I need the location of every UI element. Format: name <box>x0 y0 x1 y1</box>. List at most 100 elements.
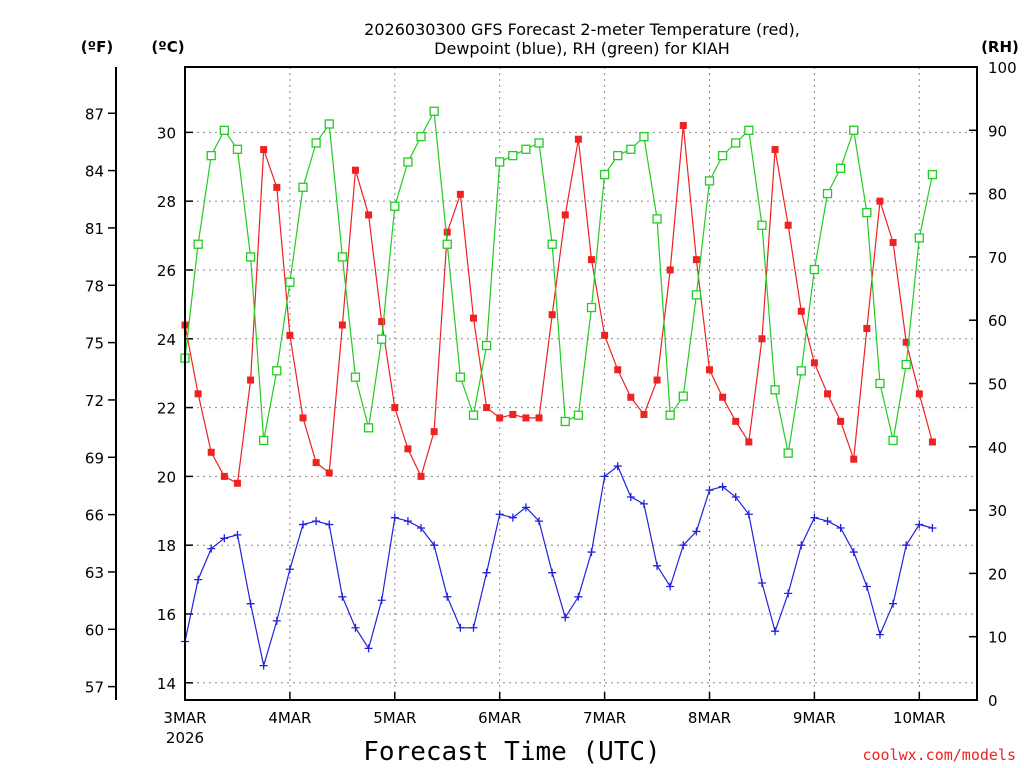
dewpoint-point <box>626 493 635 502</box>
rh-point <box>613 150 623 161</box>
rh-point <box>691 290 702 300</box>
dewpoint-point <box>679 541 688 550</box>
temperature-point <box>902 338 910 346</box>
rh-point <box>429 106 439 116</box>
dewpoint-point <box>456 623 465 632</box>
celsius-tick-label: 28 <box>157 193 176 211</box>
fahrenheit-tick-label: 57 <box>85 679 104 697</box>
rh-point <box>259 435 269 446</box>
dewpoint-point <box>220 534 229 543</box>
chart-title-line-1: 2026030300 GFS Forecast 2-meter Temperat… <box>364 20 800 39</box>
temperature-point <box>745 438 753 446</box>
dewpoint-point <box>272 616 281 625</box>
dewpoint-point <box>574 592 583 601</box>
rh-point <box>324 119 334 129</box>
x-tick-label: 3MAR <box>163 709 206 727</box>
rh-point <box>298 182 308 192</box>
temperature-point <box>837 417 845 425</box>
dewpoint-point <box>692 527 701 536</box>
x-tick-label: 8MAR <box>688 709 731 727</box>
temperature-point <box>889 238 897 246</box>
dewpoint-point <box>495 510 504 519</box>
dewpoint-point <box>744 510 753 519</box>
dewpoint-point <box>823 517 832 526</box>
temperature-point <box>915 390 923 398</box>
celsius-tick-label: 14 <box>157 675 176 693</box>
dewpoint-point <box>875 630 884 639</box>
temperature-point <box>771 146 779 154</box>
x-tick-label: 10MAR <box>893 709 946 727</box>
rh-point <box>285 277 295 287</box>
temperature-point <box>404 445 412 453</box>
temperature-point <box>692 256 700 264</box>
temperature-point <box>469 314 477 322</box>
rh-point <box>403 157 413 167</box>
temperature-point <box>561 211 569 219</box>
rh-point <box>849 125 859 135</box>
celsius-tick-label: 30 <box>157 124 176 142</box>
dewpoint-point <box>797 541 806 550</box>
dewpoint-point <box>836 523 845 532</box>
temperature-point <box>220 472 228 480</box>
rh-tick-label: 0 <box>988 692 998 710</box>
celsius-tick-label: 26 <box>157 262 176 280</box>
dewpoint-point <box>535 517 544 526</box>
temperature-point <box>443 228 451 236</box>
temperature-point <box>810 359 818 367</box>
dewpoint-point <box>548 568 557 577</box>
dewpoint-point <box>915 520 924 529</box>
rh-point <box>927 169 938 180</box>
rh-point <box>599 169 610 180</box>
rh-point <box>862 207 872 218</box>
celsius-tick-label: 16 <box>157 606 176 624</box>
dewpoint-point <box>377 596 386 605</box>
dewpoint-point <box>299 520 308 529</box>
plot-frame <box>184 66 978 701</box>
rh-point <box>586 302 597 313</box>
dewpoint-point <box>207 544 216 553</box>
fahrenheit-tick-label: 75 <box>85 335 104 353</box>
rh-point <box>665 410 675 420</box>
credit-link[interactable]: coolwx.com/models <box>862 746 1016 764</box>
temperature-point <box>732 417 740 425</box>
celsius-tick-label: 22 <box>157 400 176 418</box>
temperature-point <box>666 266 674 274</box>
rh-point <box>219 125 229 135</box>
rh-point <box>534 138 544 148</box>
dewpoint-point <box>417 523 426 532</box>
rh-point <box>901 359 911 370</box>
x-tick-label: 5MAR <box>373 709 416 727</box>
temperature-point <box>719 393 727 401</box>
temperature-point <box>207 448 215 456</box>
temperature-point <box>509 410 517 418</box>
dewpoint-point <box>705 486 714 495</box>
rh-series-line <box>184 109 933 454</box>
rh-point <box>350 372 361 382</box>
rh-point <box>822 188 833 199</box>
temperature-point <box>863 324 871 332</box>
rh-tick-label: 100 <box>988 59 1017 77</box>
dewpoint-point <box>194 575 203 584</box>
temperature-point <box>273 183 281 191</box>
rh-point <box>560 416 570 427</box>
dewpoint-point <box>521 503 530 512</box>
temperature-point <box>365 211 373 219</box>
rh-point <box>796 366 806 376</box>
temperature-point <box>194 390 202 398</box>
rh-point <box>468 410 479 420</box>
rh-point <box>363 423 374 433</box>
dewpoint-point <box>351 623 360 632</box>
rh-point <box>416 131 426 142</box>
rh-point <box>193 239 203 249</box>
temperature-point <box>601 331 609 339</box>
fahrenheit-tick-label: 81 <box>85 220 104 238</box>
temperature-point <box>850 455 858 463</box>
rh-point <box>206 150 216 161</box>
temperature-point <box>522 414 530 422</box>
temperature-point <box>548 311 556 319</box>
temperature-point <box>587 256 595 264</box>
temperature-point <box>496 414 504 422</box>
temperature-point <box>824 390 832 398</box>
dewpoint-point <box>613 462 622 471</box>
rh-point <box>809 264 820 275</box>
